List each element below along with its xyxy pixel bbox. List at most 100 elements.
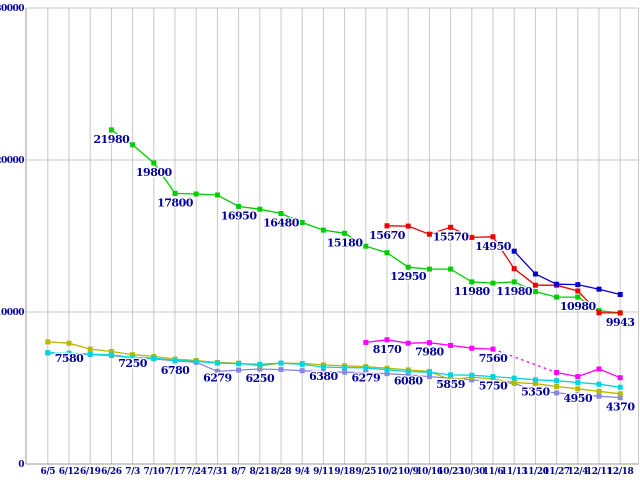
data-point-marker — [448, 224, 454, 230]
data-point-marker — [214, 360, 220, 366]
data-point-marker — [617, 292, 623, 297]
point-value-label: 6279 — [351, 372, 380, 385]
data-point-marker — [490, 374, 496, 380]
x-tick-label: 11/20 — [522, 467, 548, 477]
y-tick-label: 30000 — [0, 4, 24, 14]
x-tick-label: 9/4 — [295, 467, 310, 477]
data-point-marker — [426, 266, 432, 272]
data-point-marker — [384, 367, 390, 373]
x-tick-label: 11/6 — [483, 467, 504, 477]
data-point-marker — [617, 391, 623, 397]
x-tick-label: 6/26 — [101, 467, 122, 477]
data-point-marker — [278, 211, 284, 216]
data-point-marker — [384, 250, 390, 256]
data-point-marker — [320, 227, 326, 233]
data-point-marker — [617, 310, 623, 316]
data-point-marker — [405, 340, 411, 346]
x-tick-label: 10/30 — [459, 467, 485, 477]
data-point-marker — [214, 368, 220, 374]
data-point-marker — [554, 390, 560, 396]
data-point-marker — [617, 375, 623, 381]
y-tick-label: 10000 — [0, 308, 24, 318]
point-value-labels: 21980 19800 17800 16950 16480 15180 15670 12950… — [53, 132, 637, 415]
data-point-marker — [426, 374, 432, 380]
y-axis-labels: 0 10000 20000 30000 — [0, 4, 25, 470]
point-value-label: 4370 — [606, 401, 635, 414]
data-point-marker — [151, 160, 157, 166]
point-value-label: 6080 — [394, 375, 423, 388]
data-point-marker — [193, 191, 199, 197]
data-point-marker — [151, 355, 157, 361]
x-tick-label: 8/28 — [271, 467, 292, 477]
point-value-label: 8170 — [373, 343, 402, 356]
x-tick-label: 12/4 — [568, 467, 589, 477]
point-value-label: 11980 — [454, 285, 491, 298]
point-value-label: 16950 — [221, 209, 258, 222]
x-tick-label: 9/11 — [313, 467, 334, 477]
point-value-label: 5750 — [479, 380, 508, 393]
point-value-label: 15180 — [327, 236, 364, 249]
point-value-label: 14950 — [475, 240, 512, 253]
data-point-marker — [532, 377, 538, 383]
point-value-label: 16480 — [263, 217, 300, 230]
point-value-label: 6250 — [245, 372, 274, 385]
point-value-label: 5859 — [436, 378, 465, 391]
data-point-marker — [172, 357, 178, 363]
data-point-marker — [87, 351, 93, 357]
data-point-marker — [257, 206, 263, 212]
x-tick-label: 11/27 — [543, 467, 569, 477]
data-point-marker — [617, 384, 623, 390]
point-value-label: 7580 — [55, 352, 84, 365]
point-value-label: 9943 — [606, 316, 635, 329]
data-point-marker — [426, 369, 432, 375]
data-point-marker — [469, 234, 475, 240]
data-point-marker — [532, 271, 538, 277]
data-point-marker — [596, 393, 602, 399]
data-point-marker — [532, 381, 538, 387]
point-value-label: 19800 — [136, 166, 173, 179]
data-point-marker — [469, 279, 475, 285]
data-point-marker — [363, 370, 369, 376]
data-point-marker — [108, 352, 114, 358]
data-point-marker — [278, 360, 284, 366]
data-point-marker — [405, 223, 411, 229]
point-value-label: 15570 — [433, 230, 470, 243]
data-point-marker — [193, 358, 199, 364]
data-point-marker — [45, 339, 51, 345]
data-point-marker — [511, 375, 517, 381]
data-point-marker — [342, 369, 348, 375]
x-tick-label: 10/23 — [437, 467, 463, 477]
data-point-marker — [554, 378, 560, 384]
point-value-label: 10980 — [560, 300, 597, 313]
data-point-marker — [554, 384, 560, 389]
data-point-marker — [554, 370, 560, 375]
axes — [25, 8, 639, 465]
data-point-marker — [363, 243, 369, 249]
data-point-marker — [490, 379, 496, 385]
series-cyan-line — [45, 350, 623, 390]
data-point-marker — [596, 310, 602, 316]
data-point-marker — [575, 288, 581, 294]
point-value-label: 12950 — [390, 270, 427, 283]
data-point-marker — [448, 377, 454, 383]
series-magenta-line — [363, 337, 623, 381]
data-point-marker — [257, 366, 263, 372]
point-value-label: 6780 — [161, 364, 190, 377]
data-point-marker — [363, 365, 369, 371]
data-point-marker — [130, 352, 136, 358]
data-point-marker — [596, 388, 602, 394]
data-point-marker — [45, 350, 51, 356]
x-tick-label: 6/19 — [80, 467, 101, 477]
data-point-marker — [363, 339, 369, 345]
x-tick-label: 12/18 — [607, 467, 633, 477]
data-point-marker — [575, 392, 581, 398]
x-tick-label: 7/3 — [125, 467, 140, 477]
data-point-marker — [426, 340, 432, 346]
data-point-marker — [278, 367, 284, 373]
data-point-marker — [448, 342, 454, 348]
data-point-marker — [554, 281, 560, 287]
data-point-marker — [66, 350, 72, 356]
x-tick-label: 10/16 — [416, 467, 442, 477]
